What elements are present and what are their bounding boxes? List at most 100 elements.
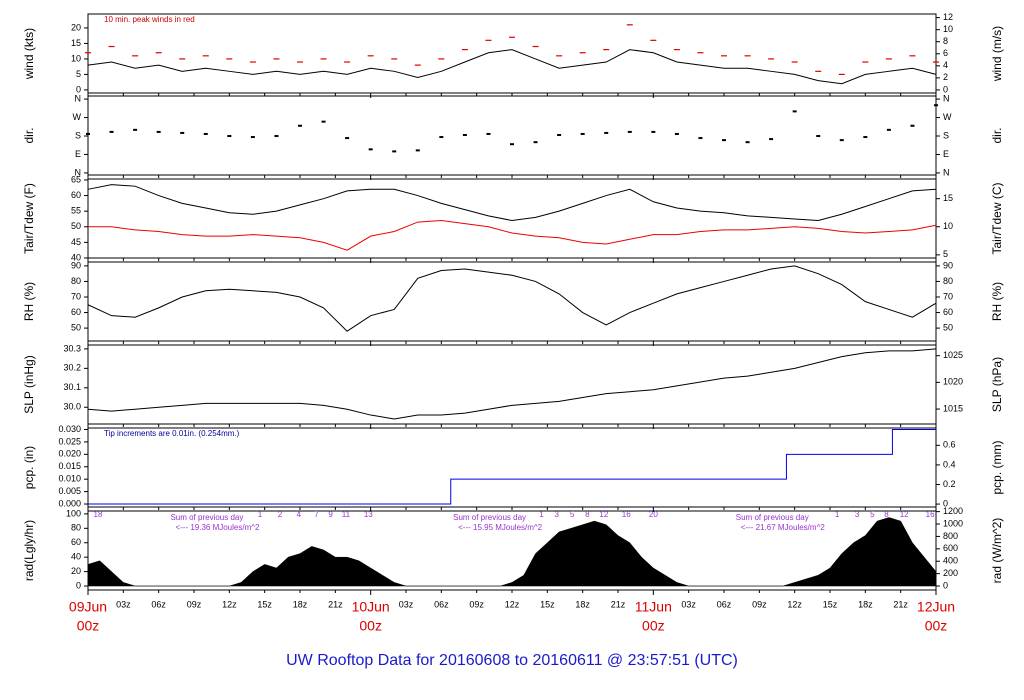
y-tick-label: 50	[71, 221, 81, 231]
direction-dot	[415, 149, 420, 152]
y-tick-label: 50	[71, 322, 81, 332]
x-day-hour: 00z	[359, 618, 382, 634]
direction-dot	[345, 137, 350, 140]
panel-frame	[87, 427, 937, 508]
y-tick-label: 80	[71, 276, 81, 286]
x-tick-label: 09z	[187, 599, 202, 609]
annotation: 10 min. peak winds in red	[104, 15, 195, 24]
hour-mark: 8	[884, 510, 889, 519]
direction-dot	[839, 139, 844, 142]
hour-mark: 8	[585, 510, 590, 519]
direction-dot	[651, 130, 656, 133]
direction-dot	[392, 150, 397, 153]
panel-frame	[87, 95, 937, 176]
y2-axis-label: pcp. (mm)	[990, 440, 1004, 494]
y-tick-label: 70	[71, 291, 81, 301]
y2-tick-label: 4	[943, 60, 948, 70]
hour-mark: 16	[926, 510, 935, 519]
y2-tick-label: 0	[943, 580, 948, 590]
y-tick-label: 65	[71, 174, 81, 184]
y-axis-label: RH (%)	[22, 282, 36, 321]
y2-axis-label: SLP (hPa)	[990, 357, 1004, 412]
direction-dot	[816, 135, 821, 138]
direction-dot	[439, 136, 444, 139]
y-tick-label: 0.025	[58, 436, 81, 446]
hour-mark: 13	[364, 510, 373, 519]
direction-dot	[722, 139, 726, 142]
x-tick-label: 15z	[823, 599, 838, 609]
direction-dot	[133, 128, 138, 131]
y-tick-label: W	[73, 112, 82, 122]
y-tick-label: 30.0	[63, 402, 81, 412]
annotation: Sum of previous day	[170, 513, 243, 522]
series-line	[87, 49, 937, 85]
direction-dot	[227, 135, 232, 138]
panel-frame	[87, 13, 937, 94]
x-day-label: 11Jun	[635, 599, 672, 615]
y2-axis-label: dir.	[990, 127, 1004, 143]
y2-tick-label: 0.6	[943, 440, 956, 450]
hour-mark: 18	[94, 510, 103, 519]
x-day-hour: 00z	[642, 618, 665, 634]
y2-tick-label: 10	[943, 24, 953, 34]
y-axis-label: pcp. (in)	[22, 446, 36, 489]
y2-tick-label: 200	[943, 568, 958, 578]
direction-dot	[674, 132, 679, 135]
direction-dot	[203, 132, 208, 135]
y2-tick-label: 1020	[943, 377, 963, 387]
x-tick-label: 21z	[328, 599, 343, 609]
y2-tick-label: 15	[943, 193, 953, 203]
direction-dot	[557, 133, 562, 136]
y-tick-label: 0.000	[58, 498, 81, 508]
hour-mark: 5	[870, 510, 875, 519]
y-tick-label: 15	[71, 38, 81, 48]
y2-tick-label: 5	[943, 249, 948, 259]
x-tick-label: 21z	[611, 599, 626, 609]
y2-tick-label: N	[943, 93, 950, 103]
y-tick-label: 45	[71, 237, 81, 247]
direction-dot	[886, 128, 891, 131]
hour-mark: 20	[649, 510, 658, 519]
hour-mark: 5	[570, 510, 575, 519]
annotation: <--- 15.95 MJoules/m^2	[458, 523, 543, 532]
y2-tick-label: 10	[943, 221, 953, 231]
y2-axis-label: wind (m/s)	[990, 26, 1004, 82]
y2-tick-label: 60	[943, 307, 953, 317]
x-tick-label: 03z	[399, 599, 414, 609]
y-tick-label: 80	[71, 523, 81, 533]
direction-dot	[769, 138, 774, 141]
y-axis-label: wind (kts)	[22, 28, 36, 80]
y-tick-label: 30.2	[63, 363, 81, 373]
x-tick-label: 15z	[540, 599, 555, 609]
y-tick-label: 60	[71, 307, 81, 317]
direction-dot	[86, 132, 90, 135]
y-tick-label: 60	[71, 537, 81, 547]
x-tick-label: 18z	[858, 599, 873, 609]
x-tick-label: 03z	[116, 599, 131, 609]
hour-mark: 2	[278, 510, 283, 519]
y2-tick-label: 12	[943, 12, 953, 22]
y2-tick-label: 6	[943, 48, 948, 58]
y2-tick-label: 0.4	[943, 459, 956, 469]
direction-dot	[934, 104, 938, 107]
direction-dot	[298, 124, 302, 127]
direction-dot	[533, 141, 538, 144]
x-day-hour: 00z	[77, 618, 100, 634]
y2-tick-label: W	[943, 112, 952, 122]
panel-frame	[87, 261, 937, 342]
hour-mark: 4	[297, 510, 302, 519]
y2-tick-label: 90	[943, 260, 953, 270]
hour-mark: 3	[555, 510, 560, 519]
direction-dot	[321, 120, 326, 123]
direction-dot	[627, 130, 632, 133]
hour-mark: 1	[835, 510, 840, 519]
direction-dot	[156, 130, 161, 133]
hour-mark: 1	[258, 510, 263, 519]
y-tick-label: 40	[71, 552, 81, 562]
y-tick-label: N	[75, 167, 82, 177]
hour-mark: 12	[599, 510, 608, 519]
annotation: Tip increments are 0.01in. (0.254mm.)	[104, 429, 240, 438]
y-tick-label: 30.3	[63, 343, 81, 353]
series-area	[87, 517, 937, 587]
